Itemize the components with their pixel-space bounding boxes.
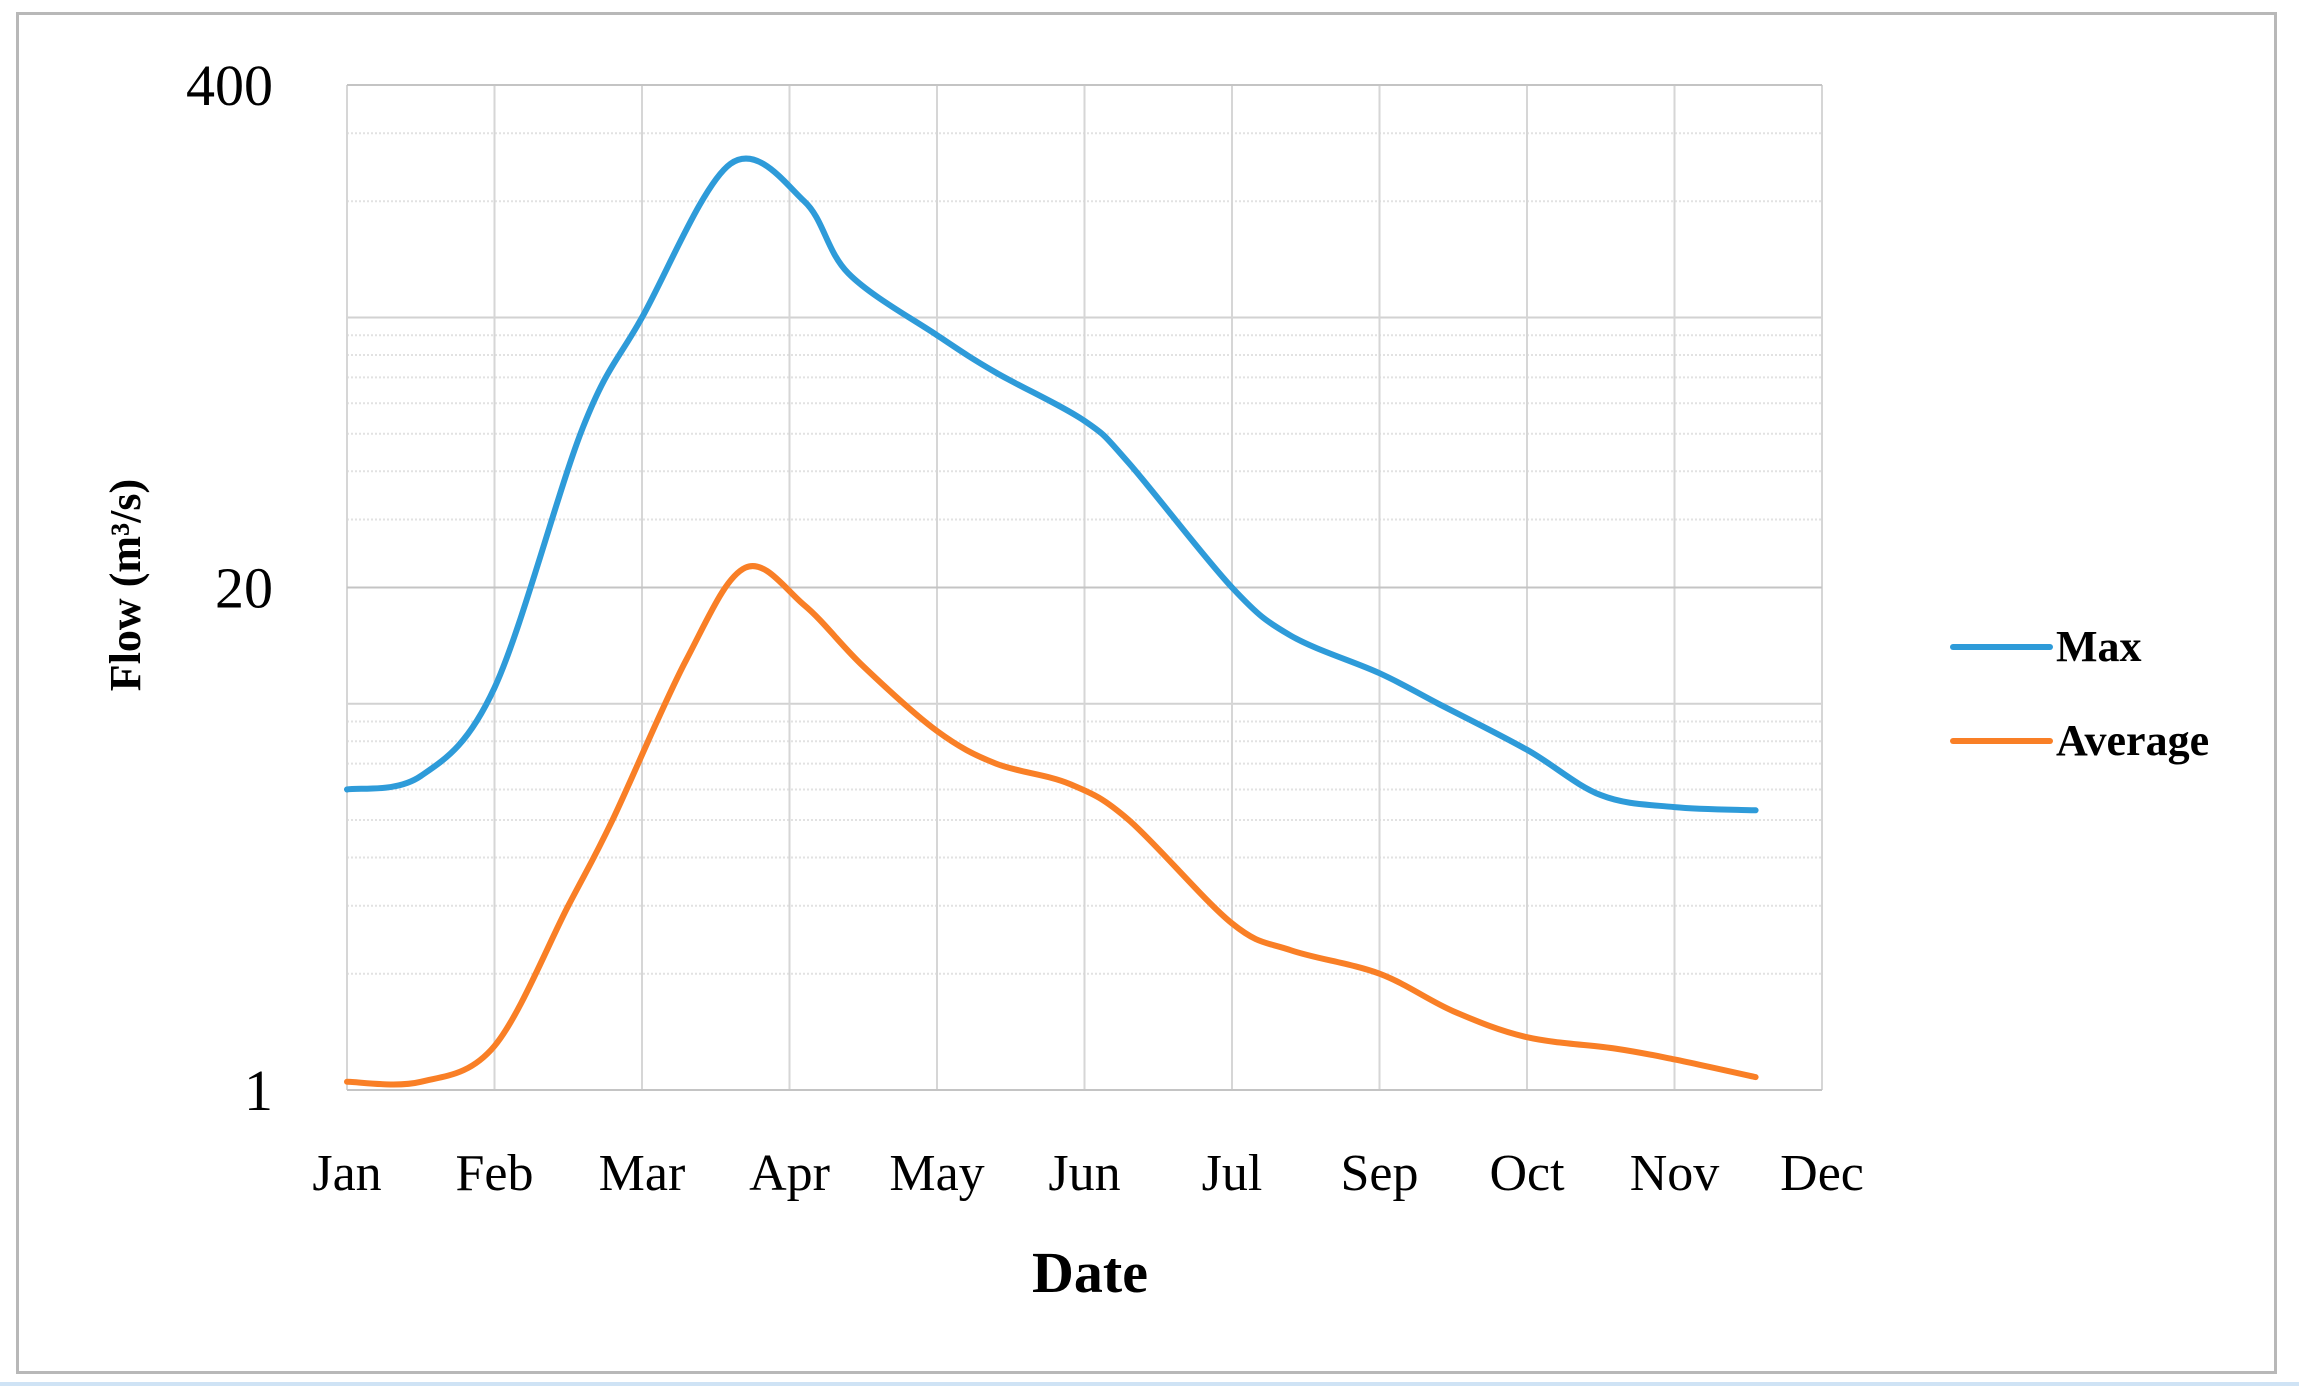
- x-tick-label: Dec: [1780, 1145, 1864, 1202]
- series-line-max: [344, 155, 1759, 814]
- y-axis-label: Flow (m³/s): [101, 479, 150, 691]
- x-tick-label: Jun: [1048, 1145, 1120, 1202]
- page-bottom-rule: [0, 1382, 2299, 1386]
- x-tick-label: Feb: [456, 1145, 534, 1202]
- x-axis-label: Date: [1032, 1240, 1148, 1305]
- legend: Max Average: [1950, 622, 2209, 765]
- x-tick-label: Nov: [1630, 1145, 1720, 1202]
- legend-label-average: Average: [2056, 716, 2209, 765]
- y-tick-label: 400: [186, 53, 273, 118]
- legend-label-max: Max: [2056, 622, 2142, 671]
- major-gridlines: [347, 84, 1822, 1091]
- x-tick-label: Jan: [312, 1145, 381, 1202]
- x-tick-label: Sep: [1341, 1145, 1419, 1202]
- x-tick-label: Mar: [599, 1145, 686, 1202]
- series-line-average: [344, 563, 1759, 1088]
- x-tick-label: Oct: [1489, 1145, 1565, 1202]
- y-tick-label: 20: [215, 556, 273, 621]
- x-tick-label: Apr: [749, 1145, 830, 1202]
- y-tick-labels: 400 20 1: [186, 53, 273, 1123]
- x-tick-labels: Jan Feb Mar Apr May Jun Jul Sep Oct Nov Dec: [312, 1145, 1864, 1202]
- series-layer: [344, 155, 1759, 1088]
- x-tick-label: Jul: [1202, 1145, 1263, 1202]
- chart-frame: [16, 12, 2277, 1374]
- y-tick-label: 1: [244, 1058, 273, 1123]
- x-tick-label: May: [889, 1145, 984, 1202]
